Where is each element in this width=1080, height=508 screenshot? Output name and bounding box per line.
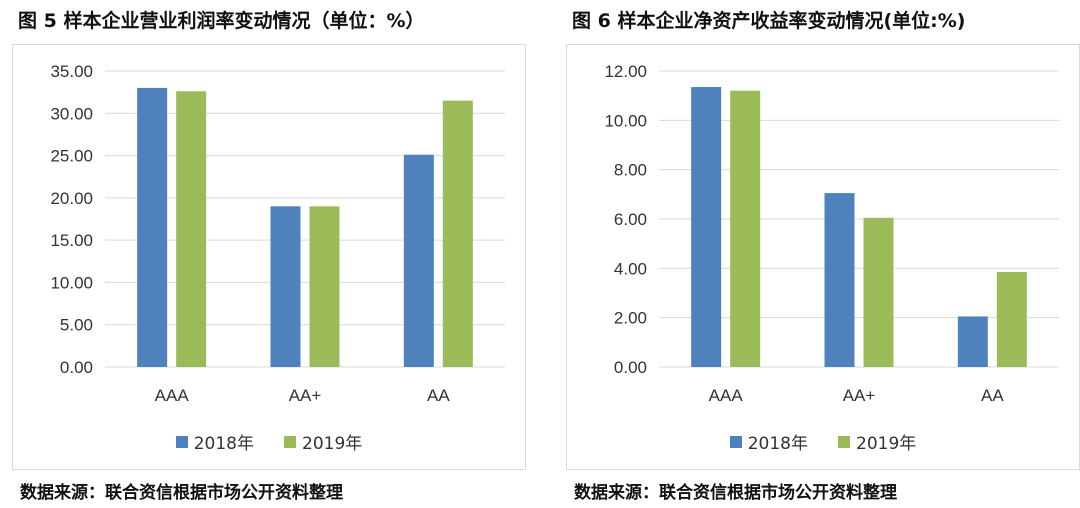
y-tick-label: 15.00 (50, 231, 93, 250)
bar-chart: 0.00 5.00 10.00 15.00 20.00 25.00 30.00 35.00 AA… (50, 62, 505, 405)
bar-2019-aaa (176, 91, 207, 367)
bar-2018-aaa (691, 87, 722, 368)
y-tick-label: 8.00 (614, 161, 647, 180)
bar-2018-aa (957, 316, 988, 367)
x-tick-label: AAA (155, 386, 190, 405)
bar-2019-aa (996, 272, 1027, 367)
chart-legend: 2018年 2019年 (13, 429, 525, 454)
y-tick-label: 0.00 (60, 358, 93, 377)
y-tick-label: 10.00 (604, 111, 647, 130)
bar-2019-aa (442, 100, 473, 367)
x-tick-label: AA (981, 386, 1004, 405)
legend-label: 2018年 (747, 434, 808, 454)
x-tick-label: AA+ (843, 386, 876, 405)
legend-item-2019: 2019年 (284, 429, 362, 454)
y-tick-label: 4.00 (614, 259, 647, 278)
legend-swatch-2018 (175, 435, 188, 448)
y-tick-label: 0.00 (614, 358, 647, 377)
x-tick-label: AA+ (289, 386, 322, 405)
y-tick-label: 20.00 (50, 189, 93, 208)
data-source-note: 数据来源：联合资信根据市场公开资料整理 (20, 483, 343, 503)
legend-swatch-2019 (284, 435, 296, 448)
chart-panel-operating-margin: 图 5 样本企业营业利润率变动情况（单位：%） 0.00 5.00 10.00 15.… (8, 0, 538, 508)
gridlines (105, 70, 505, 368)
chart-title: 图 6 样本企业净资产收益率变动情况(单位:%) (572, 10, 966, 32)
legend-label: 2019年 (856, 434, 917, 454)
chart-panel-roe: 图 6 样本企业净资产收益率变动情况(单位:%) 0.00 2.00 4.00 6.0… (562, 0, 1080, 508)
legend-label: 2018年 (193, 434, 254, 454)
bar-2019-aaplus (309, 206, 340, 367)
chart-legend: 2018年 2019年 (567, 429, 1079, 454)
x-tick-label: AAA (709, 386, 744, 405)
bar-2018-aa (403, 154, 434, 367)
bar-2019-aaa (730, 90, 761, 367)
legend-swatch-2019 (838, 435, 850, 448)
chart-frame: 0.00 2.00 4.00 6.00 8.00 10.00 12.00 AAA AA+ AA 2… (566, 44, 1080, 470)
y-tick-label: 10.00 (50, 273, 93, 292)
bar-2018-aaplus (270, 206, 301, 367)
data-source-note: 数据来源：联合资信根据市场公开资料整理 (574, 483, 897, 503)
bar-chart: 0.00 2.00 4.00 6.00 8.00 10.00 12.00 AAA AA+ AA (604, 62, 1059, 405)
y-tick-label: 12.00 (604, 62, 647, 81)
y-tick-label: 5.00 (60, 316, 93, 335)
legend-swatch-2018 (729, 435, 742, 448)
y-tick-label: 6.00 (614, 210, 647, 229)
bar-2019-aaplus (863, 217, 894, 367)
legend-item-2019: 2019年 (838, 429, 916, 454)
bar-2018-aaplus (824, 193, 855, 367)
y-tick-label: 35.00 (50, 62, 93, 81)
y-tick-label: 2.00 (614, 309, 647, 328)
bar-2018-aaa (137, 87, 168, 367)
legend-label: 2019年 (302, 434, 363, 454)
gridlines (659, 70, 1059, 368)
chart-title: 图 5 样本企业营业利润率变动情况（单位：%） (18, 10, 425, 32)
x-tick-label: AA (427, 386, 450, 405)
y-tick-label: 30.00 (50, 104, 93, 123)
chart-frame: 0.00 5.00 10.00 15.00 20.00 25.00 30.00 35.00 AA… (12, 44, 526, 470)
y-tick-label: 25.00 (50, 147, 93, 166)
legend-item-2018: 2018年 (175, 429, 254, 454)
legend-item-2018: 2018年 (729, 429, 808, 454)
